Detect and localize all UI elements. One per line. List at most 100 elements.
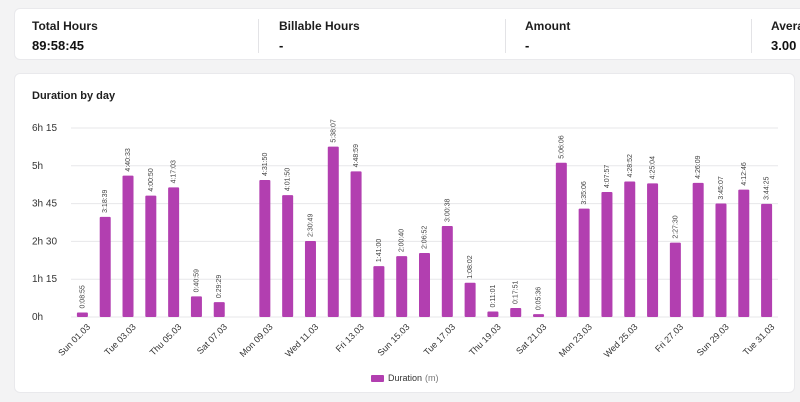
bar-data-label: 4:48:59 <box>353 144 360 167</box>
duration-bar[interactable] <box>464 282 476 317</box>
bar-data-label: 4:07:57 <box>604 165 611 188</box>
bar-data-label: 0:11:01 <box>490 285 497 308</box>
y-tick-label: 3h 45 <box>32 199 57 210</box>
x-tick-label: Mon 09.03 <box>238 322 275 359</box>
duration-chart-card: Duration by day 0h 1h 15 2h 30 3h 45 5h 6h 15… <box>14 73 795 393</box>
stat-billable-hours-value: - <box>279 38 284 53</box>
duration-bar[interactable] <box>99 216 111 317</box>
summary-stats-card: Total Hours 89:58:45 Billable Hours - Am… <box>14 8 800 60</box>
y-tick-label: 0h <box>32 312 43 323</box>
x-tick-label: Thu 19.03 <box>467 322 503 358</box>
stat-average-label: Averag <box>771 19 800 33</box>
bar-data-label: 4:26:09 <box>695 155 702 178</box>
stat-amount-label: Amount <box>525 19 571 33</box>
x-tick-label: Tue 03.03 <box>102 322 137 357</box>
duration-bar[interactable] <box>350 171 362 317</box>
bar-data-label: 1:08:02 <box>467 255 474 278</box>
x-tick-label: Sun 29.03 <box>695 322 731 358</box>
bar-data-label: 3:18:39 <box>102 189 109 212</box>
x-tick-label: Sat 07.03 <box>195 322 229 356</box>
stat-total-hours-label: Total Hours <box>32 19 98 33</box>
duration-bar[interactable] <box>692 182 704 317</box>
duration-bar[interactable] <box>761 203 773 317</box>
legend-swatch <box>371 374 384 382</box>
stat-divider <box>505 19 506 53</box>
x-tick-label: Fri 27.03 <box>653 322 685 354</box>
duration-bar[interactable] <box>76 312 88 317</box>
duration-bar[interactable] <box>738 189 750 317</box>
stat-total-hours-value: 89:58:45 <box>32 38 85 53</box>
bar-data-label: 1:41:00 <box>376 239 383 262</box>
bar-data-label: 2:06:52 <box>422 226 429 249</box>
bar-data-label: 4:31:50 <box>262 153 269 176</box>
bar-data-label: 0:40:59 <box>193 269 200 292</box>
duration-bar[interactable] <box>419 253 430 317</box>
x-tick-label: Tue 17.03 <box>422 322 457 357</box>
duration-bar[interactable] <box>282 195 294 317</box>
legend-unit: (m) <box>425 373 439 383</box>
x-tick-label: Tue 31.03 <box>741 322 776 357</box>
duration-bar[interactable] <box>555 162 567 317</box>
bar-data-label: 3:44:25 <box>764 176 771 199</box>
duration-bar[interactable] <box>578 208 590 317</box>
bar-data-label: 2:27:30 <box>672 215 679 238</box>
y-tick-label: 5h <box>32 161 43 172</box>
y-tick-label: 1h 15 <box>32 274 57 285</box>
duration-bar[interactable] <box>487 311 499 317</box>
x-tick-label: Sun 01.03 <box>56 322 92 358</box>
stat-divider <box>751 19 752 53</box>
bar-data-label: 0:29:29 <box>216 275 223 298</box>
x-tick-label: Fri 13.03 <box>334 322 366 354</box>
duration-bar-chart: 0h 1h 15 2h 30 3h 45 5h 6h 15 0:08:55 Sun 01.03… <box>32 119 778 360</box>
x-tick-label: Thu 05.03 <box>148 322 184 358</box>
duration-bar[interactable] <box>441 225 453 317</box>
stat-average-value: 3.00 <box>771 38 797 53</box>
duration-bar[interactable] <box>373 266 385 317</box>
bar-data-label: 5:38:07 <box>330 119 337 142</box>
duration-bar[interactable] <box>669 242 681 317</box>
bar-data-label: 3:00:38 <box>444 199 451 222</box>
duration-bar[interactable] <box>145 195 157 317</box>
bar-data-label: 2:00:40 <box>399 229 406 252</box>
x-tick-label: Mon 23.03 <box>557 322 594 359</box>
chart-title: Duration by day <box>32 90 116 102</box>
y-tick-label: 6h 15 <box>32 123 57 134</box>
stat-divider <box>258 19 259 53</box>
bar-data-label: 0:08:55 <box>79 285 86 308</box>
bar-data-label: 4:12:46 <box>741 162 748 185</box>
bar-data-label: 4:17:03 <box>171 160 178 183</box>
duration-bar[interactable] <box>259 180 271 317</box>
x-tick-label: Wed 11.03 <box>283 322 320 359</box>
chart-legend[interactable]: Duration (m) <box>371 373 439 383</box>
bar-data-label: 4:28:52 <box>627 154 634 177</box>
duration-bar[interactable] <box>715 203 727 317</box>
stat-amount-value: - <box>525 38 530 53</box>
stat-billable-hours-label: Billable Hours <box>279 19 360 33</box>
duration-bar[interactable] <box>304 240 316 317</box>
bar-data-label: 0:05:36 <box>536 287 543 310</box>
duration-bar[interactable] <box>168 187 180 317</box>
duration-bar[interactable] <box>396 256 408 317</box>
bar-data-label: 4:01:50 <box>285 168 292 191</box>
x-tick-label: Sat 21.03 <box>514 322 548 356</box>
duration-bar[interactable] <box>190 296 202 317</box>
bar-data-label: 3:35:06 <box>581 181 588 204</box>
duration-bar[interactable] <box>624 181 636 317</box>
bar-data-label: 4:40:33 <box>125 148 132 171</box>
y-tick-label: 2h 30 <box>32 236 57 247</box>
x-tick-label: Wed 25.03 <box>602 322 640 360</box>
duration-bar[interactable] <box>533 314 545 317</box>
bar-data-label: 5:06:06 <box>558 135 565 158</box>
bar-data-label: 0:17:51 <box>513 281 520 304</box>
duration-bar[interactable] <box>327 146 339 317</box>
bar-data-label: 2:30:49 <box>307 214 314 237</box>
x-tick-label: Sun 15.03 <box>375 322 411 358</box>
duration-bar[interactable] <box>510 307 522 317</box>
duration-bar[interactable] <box>647 183 659 317</box>
bar-data-label: 4:25:04 <box>650 156 657 179</box>
duration-bar[interactable] <box>601 192 613 317</box>
duration-bar[interactable] <box>122 175 134 317</box>
duration-bar[interactable] <box>213 302 225 317</box>
bar-data-label: 3:45:07 <box>718 176 725 199</box>
bar-data-label: 4:00:50 <box>148 168 155 191</box>
